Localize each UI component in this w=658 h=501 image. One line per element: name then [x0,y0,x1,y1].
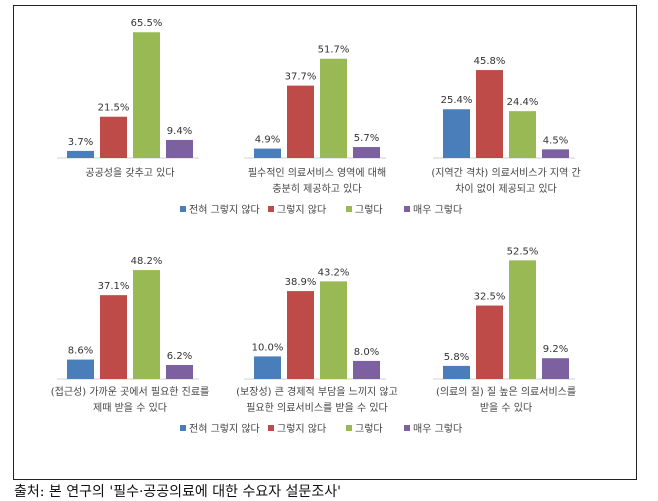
data-label: 38.9% [285,277,317,288]
bar [67,359,94,379]
bar [100,116,127,158]
data-label: 5.8% [444,352,469,363]
legend-swatch [346,425,352,431]
data-label: 37.1% [98,281,130,292]
legend-label: 그렇지 않다 [277,203,326,216]
bar [166,139,193,158]
data-label: 52.5% [507,246,539,257]
data-label: 6.2% [167,351,192,362]
data-label: 4.9% [255,135,280,146]
legend-label: 매우 그렇다 [413,203,462,216]
data-label: 45.8% [474,56,506,67]
data-label: 51.7% [318,45,350,56]
legend-label: 그렇다 [355,203,383,216]
legend-label: 전혀 그렇지 않다 [189,422,260,435]
bar [287,291,314,379]
data-label: 10.0% [252,342,284,353]
bar [509,260,536,379]
bar [443,365,470,379]
data-label: 37.7% [285,72,317,83]
legend-swatch [180,206,186,212]
data-label: 5.7% [354,133,379,144]
data-label: 9.4% [167,126,192,137]
category-label: 필수적인 의료서비스 영역에 대해 [248,166,386,179]
bar [100,295,127,379]
legend-swatch [268,206,274,212]
data-label: 21.5% [98,103,130,114]
data-label: 9.2% [543,344,568,355]
legend-swatch [268,425,274,431]
data-label: 24.4% [507,97,539,108]
category-label: 받을 수 있다 [480,402,532,414]
bar [509,111,536,158]
category-label: 차이 없이 제공되고 있다 [455,182,557,195]
bar [320,281,347,379]
data-label: 8.6% [68,346,93,357]
bar [320,58,347,158]
chart-frame [13,5,637,480]
legend-label: 전혀 그렇지 않다 [189,203,260,216]
bar [67,150,94,158]
bar [166,364,193,379]
bar [254,356,281,379]
bar [443,109,470,158]
legend-swatch [346,206,352,212]
legend-swatch [404,425,410,431]
data-label: 43.2% [318,267,350,278]
bar [254,148,281,158]
bar [353,360,380,379]
bar [353,147,380,158]
data-label: 4.5% [543,135,568,146]
data-label: 65.5% [131,18,163,29]
category-label: (지역간 격차) 의료서비스가 지역 간 [431,166,580,179]
legend-label: 그렇다 [355,422,383,435]
source-caption: 출처: 본 연구의 '필수·공공의료에 대한 수요자 설문조사' [14,484,341,500]
data-label: 32.5% [474,292,506,303]
data-label: 48.2% [131,256,163,267]
legend-swatch [180,425,186,431]
data-label: 25.4% [441,95,473,106]
bar [287,85,314,158]
bar [133,32,160,158]
data-label: 8.0% [354,347,379,358]
category-label: 충분히 제공하고 있다 [272,182,361,195]
bar [476,70,503,158]
data-label: 3.7% [68,137,93,148]
category-label: 필요한 의료서비스를 받을 수 있다 [246,402,388,414]
legend-label: 그렇지 않다 [277,422,326,435]
legend-swatch [404,206,410,212]
bar [133,270,160,379]
category-label: 제때 받을 수 있다 [93,402,167,414]
category-label: (접근성) 가까운 곳에서 필요한 진료를 [51,386,210,398]
category-label: 공공성을 갖추고 있다 [85,167,174,179]
bar [542,358,569,379]
bar [542,149,569,158]
category-label: (의료의 질) 질 높은 의료서비스를 [436,386,576,398]
legend-label: 매우 그렇다 [413,422,462,435]
category-label: (보장성) 큰 경제적 부담을 느끼지 않고 [236,385,398,398]
bar [476,305,503,379]
